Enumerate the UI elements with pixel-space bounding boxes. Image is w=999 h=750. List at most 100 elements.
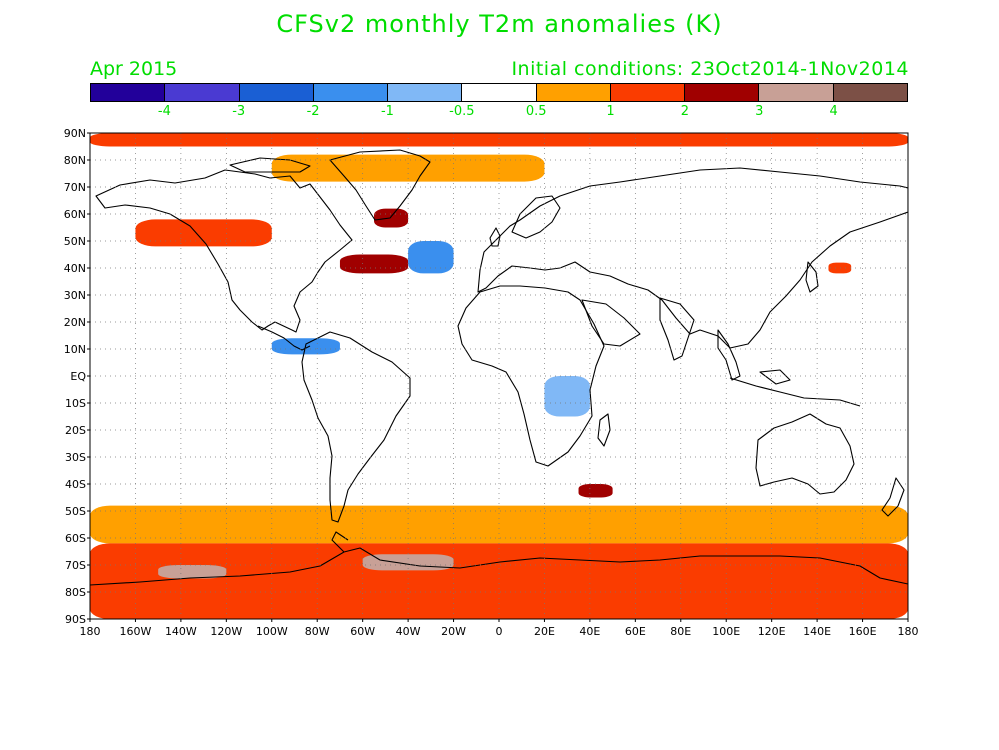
colorbar-swatch — [239, 84, 314, 101]
colorbar-swatch — [610, 84, 686, 101]
valid-month-label: Apr 2015 — [90, 58, 178, 80]
colorbar-swatch — [91, 84, 166, 101]
colorbar-swatch — [462, 84, 537, 101]
latitude-tick-label: 60N — [64, 208, 86, 221]
longitude-tick-label: 160W — [120, 625, 152, 638]
coast-india — [659, 297, 695, 361]
longitude-tick-label: 60W — [350, 625, 375, 638]
coast-arctic-islands — [229, 157, 311, 173]
longitude-tick-label: 120W — [210, 625, 242, 638]
latitude-tick-label: 80N — [64, 154, 86, 167]
colorbar-swatch — [388, 84, 463, 101]
anomaly-region — [90, 505, 908, 544]
colorbar-swatch — [685, 84, 760, 101]
colorbar-tick-label: -2 — [306, 104, 320, 119]
colorbar-tick-label: -0.5 — [449, 104, 475, 119]
coast-arabia — [581, 299, 641, 347]
anomaly-region — [158, 565, 227, 579]
longitude-tick-label: 120E — [758, 625, 786, 638]
colorbar-swatch — [536, 84, 611, 101]
latitude-tick-label: 30S — [65, 451, 86, 464]
longitude-tick-label: 180 — [80, 625, 101, 638]
colorbar-tick-label: 1 — [606, 104, 615, 119]
coast-indonesia — [729, 369, 861, 407]
coast-north-america — [95, 169, 353, 333]
anomaly-region — [374, 208, 409, 228]
longitude-labels: 180 160W 140W 120W 100W 80W 60W 40W 20W 0 20E 40E 60… — [80, 619, 919, 638]
colorbar — [90, 83, 908, 102]
latitude-tick-label: 80S — [65, 586, 86, 599]
coast-greenland — [329, 149, 431, 221]
colorbar-tick-label: -3 — [232, 104, 246, 119]
coast-antarctic-peninsula — [331, 531, 349, 553]
anomaly-region — [339, 254, 409, 274]
anomaly-region — [544, 376, 590, 417]
coast-antarctica — [90, 547, 908, 586]
latitude-tick-label: 50S — [65, 505, 86, 518]
coast-central-america — [257, 325, 311, 351]
longitude-tick-label: 20W — [441, 625, 466, 638]
colorbar-tick-label: -1 — [380, 104, 394, 119]
longitude-tick-label: 60E — [625, 625, 646, 638]
longitude-tick-label: 80W — [305, 625, 330, 638]
coast-australia — [755, 413, 855, 495]
anomaly-region — [408, 241, 454, 274]
coast-southeast-asia — [717, 329, 741, 381]
latitude-tick-label: 60S — [65, 532, 86, 545]
longitude-tick-label: 180 — [898, 625, 919, 638]
coast-new-zealand — [881, 477, 905, 517]
colorbar-tick-label: -4 — [157, 104, 171, 119]
gridlines — [90, 133, 908, 619]
latitude-tick-label: 90S — [65, 613, 86, 626]
latitude-tick-label: 70S — [65, 559, 86, 572]
anomaly-layer — [90, 133, 908, 619]
colorbar-tick-label: 4 — [829, 104, 838, 119]
coast-scandinavia — [511, 195, 561, 239]
latitude-tick-label: 10N — [64, 343, 86, 356]
colorbar-tick-label: 2 — [680, 104, 690, 119]
anomaly-region — [90, 543, 908, 619]
colorbar-swatch — [759, 84, 834, 101]
longitude-tick-label: 100E — [712, 625, 740, 638]
latitude-tick-label: EQ — [70, 370, 86, 383]
latitude-tick-label: 40N — [64, 262, 86, 275]
anomaly-region — [578, 484, 613, 498]
anomaly-region — [362, 554, 454, 571]
colorbar-tick-label: 0.5 — [525, 104, 547, 119]
latitude-tick-label: 20N — [64, 316, 86, 329]
longitude-tick-label: 20E — [534, 625, 555, 638]
coast-japan — [805, 261, 819, 293]
latitude-labels: 90N 80N 70N 60N 50N 40N 30N 20N 10N EQ 10S 20S 30S 40… — [64, 127, 90, 626]
colorbar-swatch — [833, 84, 907, 101]
latitude-tick-label: 20S — [65, 424, 86, 437]
map-title: CFSv2 monthly T2m anomalies (K) — [276, 10, 723, 38]
longitude-tick-label: 140E — [803, 625, 831, 638]
coast-africa — [457, 285, 605, 467]
latitude-tick-label: 70N — [64, 181, 86, 194]
coast-madagascar — [597, 413, 611, 447]
longitude-tick-label: 160E — [849, 625, 877, 638]
coast-south-america — [301, 331, 411, 523]
longitude-tick-label: 40E — [579, 625, 600, 638]
longitude-tick-label: 100W — [256, 625, 288, 638]
longitude-tick-label: 80E — [670, 625, 691, 638]
longitude-tick-label: 0 — [496, 625, 503, 638]
latitude-tick-label: 40S — [65, 478, 86, 491]
coast-british-isles — [489, 227, 501, 247]
colorbar-swatch — [313, 84, 389, 101]
anomaly-region — [135, 219, 272, 247]
anomaly-region — [828, 262, 852, 274]
latitude-tick-label: 90N — [64, 127, 86, 140]
latitude-tick-label: 50N — [64, 235, 86, 248]
longitude-tick-label: 40W — [396, 625, 421, 638]
longitude-tick-label: 140W — [165, 625, 197, 638]
coast-eurasia — [477, 167, 908, 349]
colorbar-tick-label: 3 — [755, 104, 764, 119]
coastlines — [90, 149, 908, 586]
anomaly-region — [90, 133, 908, 147]
initial-conditions-label: Initial conditions: 23Oct2014-1Nov2014 — [511, 58, 909, 80]
latitude-tick-label: 30N — [64, 289, 86, 302]
colorbar-swatch — [165, 84, 240, 101]
latitude-tick-label: 10S — [65, 397, 86, 410]
